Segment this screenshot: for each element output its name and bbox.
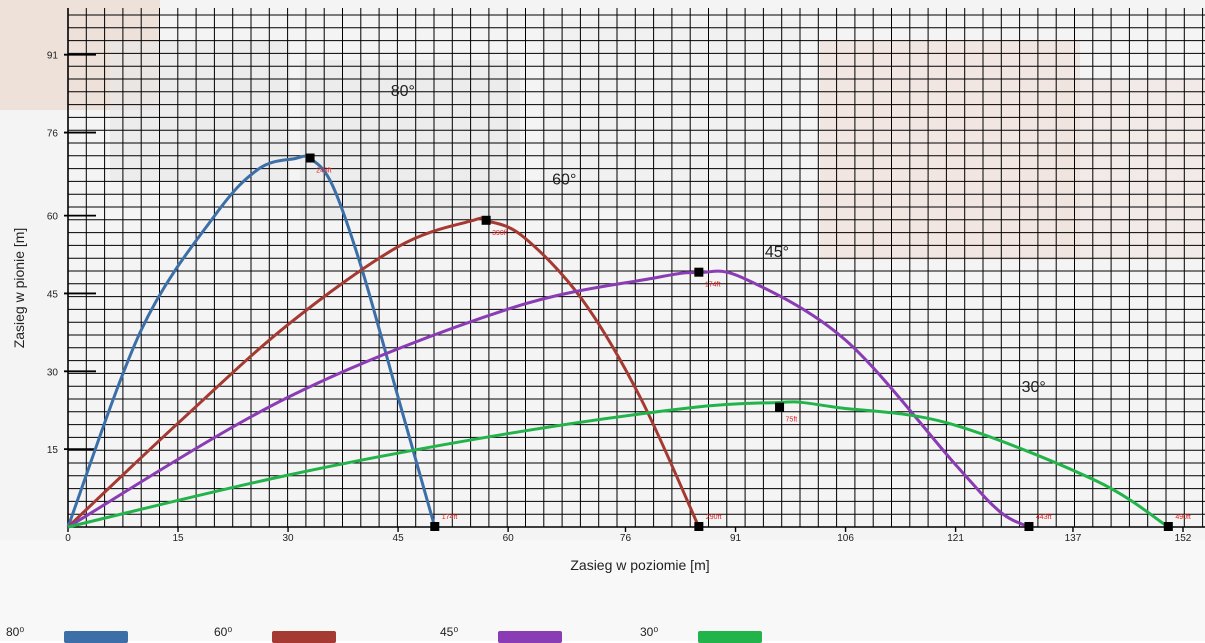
angle-label: 30° xyxy=(1022,379,1046,396)
chart-points: 243ft 390ft 174ft 75ft 174ft 290ft 443ft 490ft xyxy=(305,153,1191,531)
x-tick-label: 121 xyxy=(947,533,964,544)
x-tick-label: 15 xyxy=(172,533,184,544)
y-tick-label: 60 xyxy=(47,212,59,223)
y-tick-label: 91 xyxy=(47,51,59,62)
x-tick-label: 30 xyxy=(283,533,295,544)
legend-label: 60⁰ xyxy=(214,625,233,639)
series-line-80 xyxy=(66,154,437,528)
point-label: 174ft xyxy=(442,514,458,521)
point-marker xyxy=(694,522,704,531)
legend-label: 30⁰ xyxy=(640,625,659,639)
point-label: 290ft xyxy=(706,514,722,521)
point-marker xyxy=(694,267,704,277)
y-tick-label: 15 xyxy=(47,445,59,456)
point-label: 174ft xyxy=(705,282,721,289)
legend-swatch xyxy=(64,631,128,643)
chart-axes: 0 15 30 45 60 76 91 106 121 137 152 15 30 45 60 76 91 xyxy=(47,8,1205,544)
point-marker xyxy=(305,153,315,163)
point-marker xyxy=(1024,522,1034,531)
point-label: 443ft xyxy=(1036,514,1052,521)
x-tick-label: 76 xyxy=(620,533,632,544)
x-tick-label: 152 xyxy=(1175,533,1192,544)
y-tick-label: 30 xyxy=(47,367,59,378)
point-marker xyxy=(430,522,440,531)
x-tick-label: 106 xyxy=(837,533,854,544)
legend-label: 80⁰ xyxy=(6,625,25,639)
angle-label: 80° xyxy=(391,83,415,100)
point-label: 75ft xyxy=(786,417,798,424)
chart-grid xyxy=(67,8,1205,528)
series-line-60 xyxy=(66,216,701,529)
x-tick-label: 137 xyxy=(1065,533,1082,544)
legend-swatch xyxy=(498,631,562,643)
y-axis-label: Zasieg w pionie [m] xyxy=(11,228,27,349)
legend-swatch xyxy=(272,631,336,643)
x-axis-label: Zasieg w poziomie [m] xyxy=(570,557,709,573)
point-marker xyxy=(481,215,491,225)
x-tick-label: 45 xyxy=(393,533,405,544)
y-tick-label: 76 xyxy=(47,129,59,140)
point-marker xyxy=(1163,522,1173,531)
x-tick-label: 60 xyxy=(503,533,515,544)
x-tick-label: 91 xyxy=(730,533,742,544)
y-tick-label: 45 xyxy=(47,289,59,300)
x-tick-label: 0 xyxy=(65,533,71,544)
series-line-30 xyxy=(67,400,1170,529)
point-marker xyxy=(775,402,785,412)
angle-label: 60° xyxy=(552,171,576,188)
point-label: 243ft xyxy=(316,168,332,175)
legend-label: 45⁰ xyxy=(440,625,459,639)
legend-swatch xyxy=(698,631,762,643)
angle-label: 45° xyxy=(765,244,789,261)
chart-labels: 80° 60° 45° 30° xyxy=(391,83,1046,396)
point-label: 390ft xyxy=(492,230,508,237)
point-label: 490ft xyxy=(1175,514,1191,521)
